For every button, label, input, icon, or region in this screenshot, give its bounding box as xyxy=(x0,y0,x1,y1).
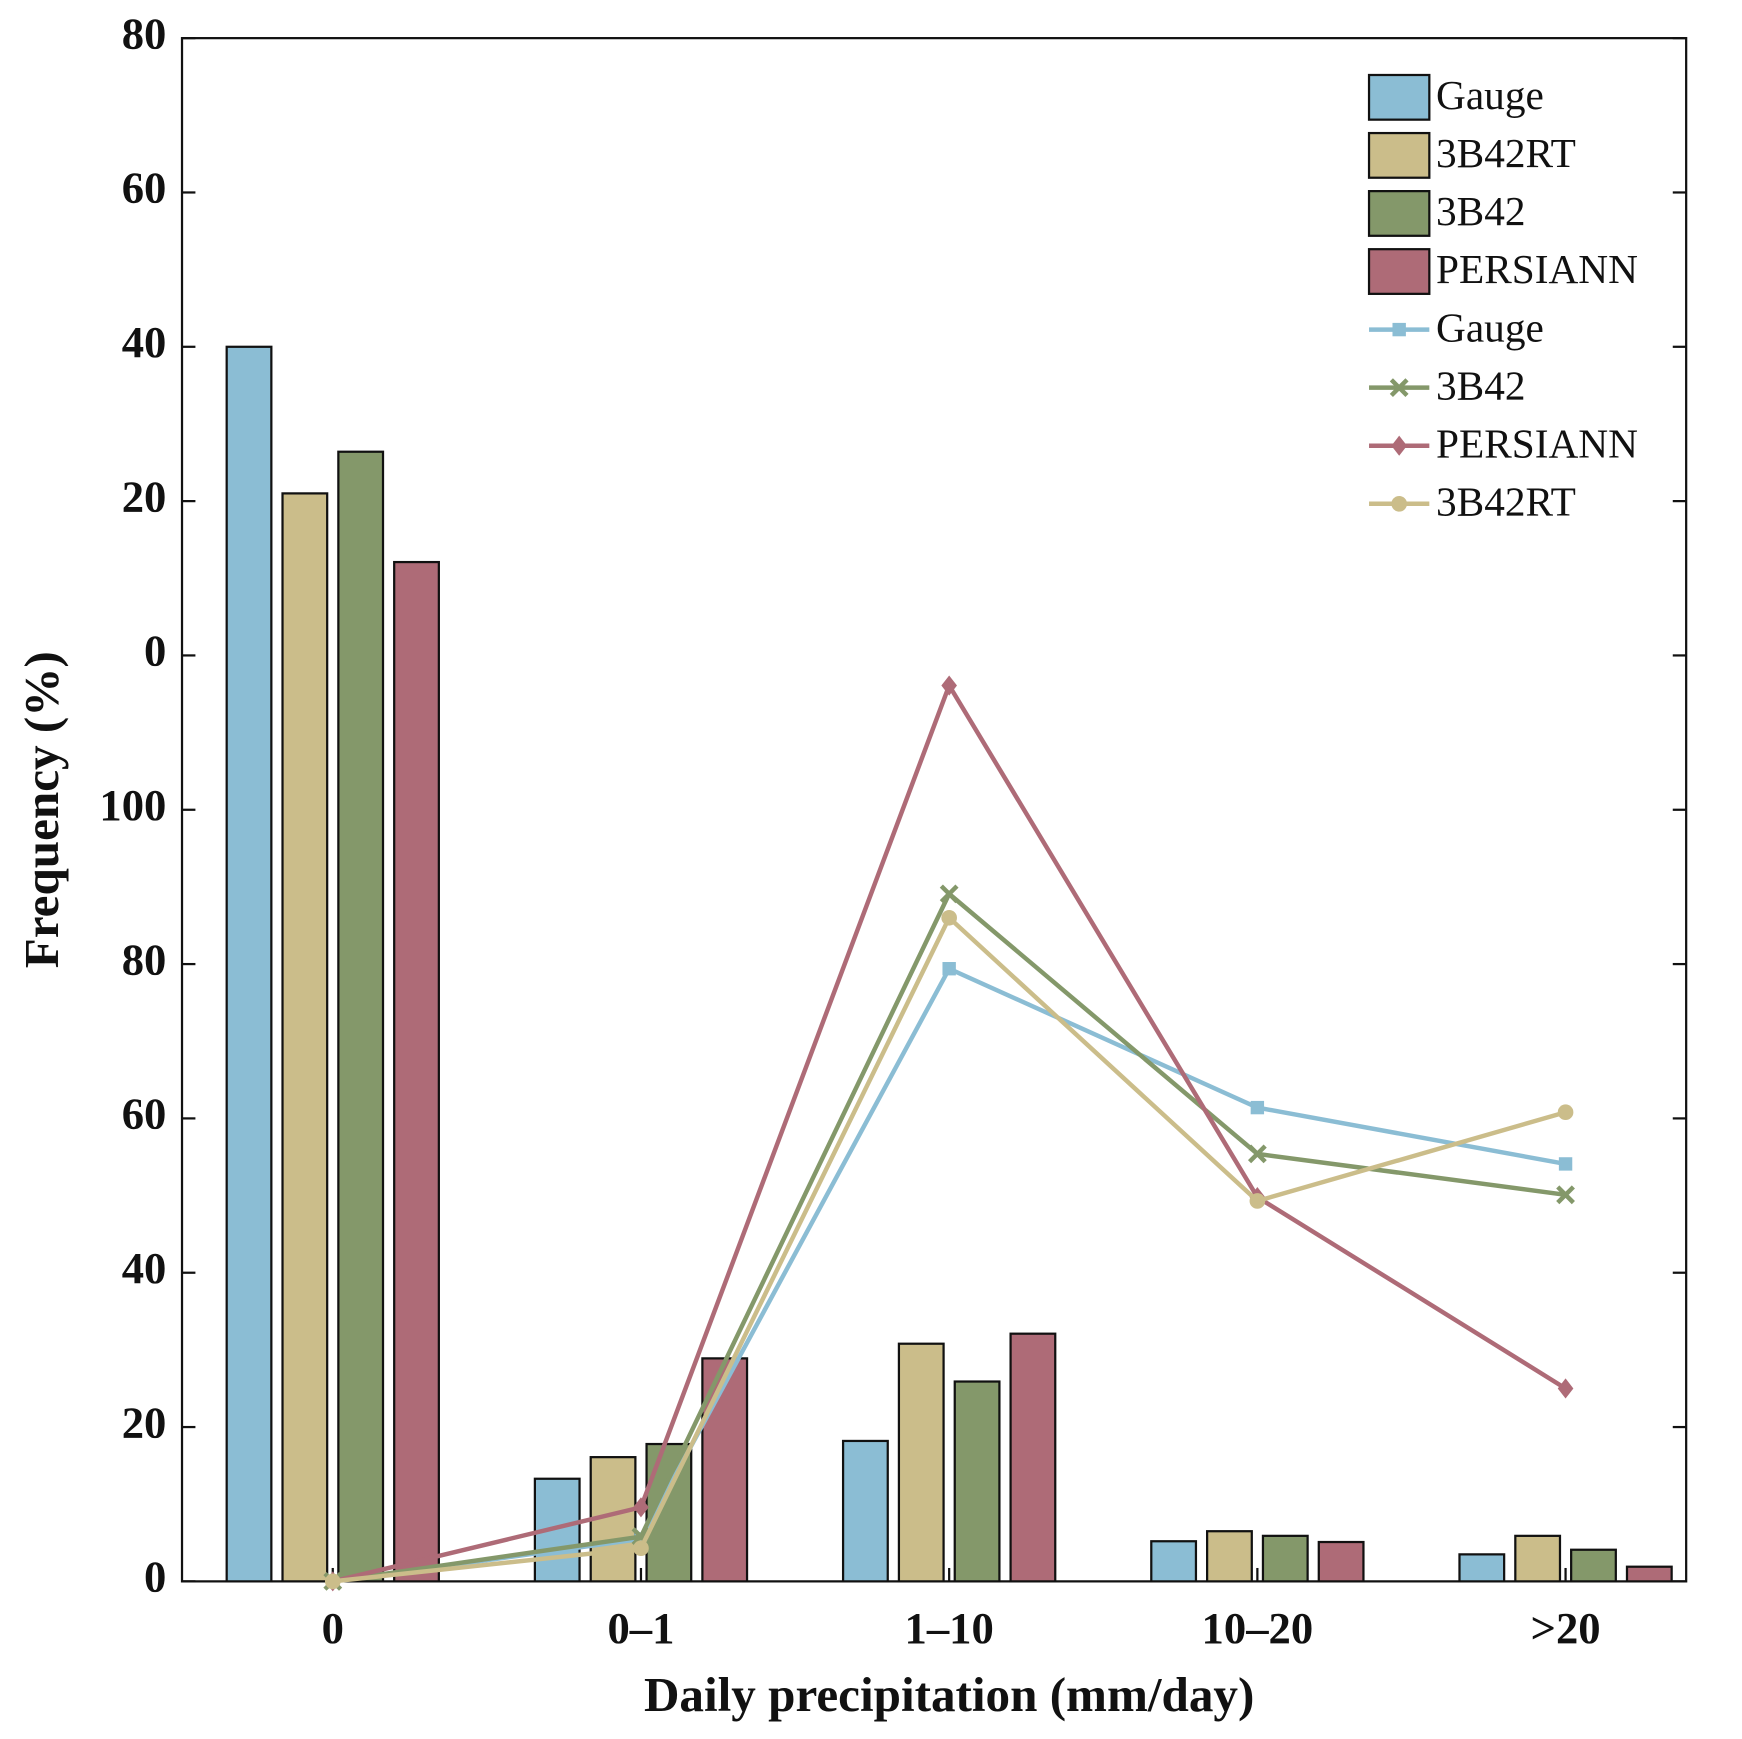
x-tick-label: 1–10 xyxy=(905,1603,994,1653)
x-axis-label: Daily precipitation (mm/day) xyxy=(644,1667,1254,1722)
x-tick-label: 0 xyxy=(322,1603,344,1653)
legend-swatch xyxy=(1367,73,1431,121)
y-tick-label: 80 xyxy=(122,934,167,984)
legend-label: PERSIANN xyxy=(1436,246,1638,292)
bar xyxy=(1625,1565,1673,1583)
legend-swatch xyxy=(1367,190,1431,237)
bar xyxy=(897,1342,945,1583)
bar xyxy=(1317,1540,1365,1583)
marker xyxy=(1557,1104,1574,1121)
bar xyxy=(225,345,273,1583)
x-tick-label: >20 xyxy=(1531,1603,1601,1653)
legend-label: Gauge xyxy=(1436,72,1544,118)
marker xyxy=(1249,1193,1266,1209)
bar xyxy=(393,560,440,1583)
marker xyxy=(1250,1100,1265,1115)
marker xyxy=(1389,378,1409,398)
legend-label: 3B42RT xyxy=(1436,130,1576,176)
y-tick-label: 40 xyxy=(122,1243,167,1293)
marker xyxy=(1556,1185,1575,1205)
y-tick-label: 0 xyxy=(144,1552,166,1602)
y-axis-label: Frequency (%) xyxy=(14,651,69,968)
line xyxy=(332,890,1566,1584)
line xyxy=(332,680,1567,1584)
y-tick-label: 60 xyxy=(122,1089,167,1139)
y-tick-label: 20 xyxy=(122,471,167,521)
legend-label: 3B42RT xyxy=(1436,479,1576,525)
y-tick-label: 0 xyxy=(144,626,166,676)
marker xyxy=(324,1573,341,1590)
legend-swatch xyxy=(1367,131,1431,179)
marker xyxy=(633,1540,649,1557)
bar xyxy=(841,1439,889,1583)
marker xyxy=(1247,1144,1267,1164)
x-tick-label: 10–20 xyxy=(1202,1603,1314,1653)
bar xyxy=(1150,1540,1198,1583)
marker xyxy=(1558,1157,1573,1171)
legend-label: Gauge xyxy=(1436,304,1544,350)
line xyxy=(332,914,1567,1584)
legend-label: 3B42 xyxy=(1436,188,1526,234)
bar xyxy=(1206,1530,1253,1583)
bar xyxy=(1009,1332,1057,1583)
marker xyxy=(941,675,957,696)
bar xyxy=(337,450,385,1583)
bar xyxy=(1570,1548,1617,1583)
legend-label: 3B42 xyxy=(1436,362,1526,408)
marker xyxy=(1392,322,1406,337)
legend-swatch xyxy=(1367,248,1431,295)
bar xyxy=(1261,1534,1309,1583)
y-tick-label: 20 xyxy=(122,1397,167,1447)
marker xyxy=(1391,495,1407,512)
marker xyxy=(942,962,956,976)
y-tick-label: 40 xyxy=(122,317,167,367)
legend-label: PERSIANN xyxy=(1436,420,1638,466)
y-tick-label: 100 xyxy=(99,780,166,830)
marker xyxy=(633,1497,649,1518)
marker xyxy=(1391,435,1407,456)
marker xyxy=(1557,1378,1574,1399)
x-tick-label: 0–1 xyxy=(607,1603,674,1653)
y-tick-label: 60 xyxy=(122,163,167,213)
bar xyxy=(1458,1553,1506,1583)
y-tick-label: 80 xyxy=(122,8,167,58)
bar xyxy=(281,492,329,1583)
marker xyxy=(941,909,957,926)
bar xyxy=(953,1380,1001,1583)
marker xyxy=(939,884,959,904)
bar xyxy=(1514,1534,1562,1583)
